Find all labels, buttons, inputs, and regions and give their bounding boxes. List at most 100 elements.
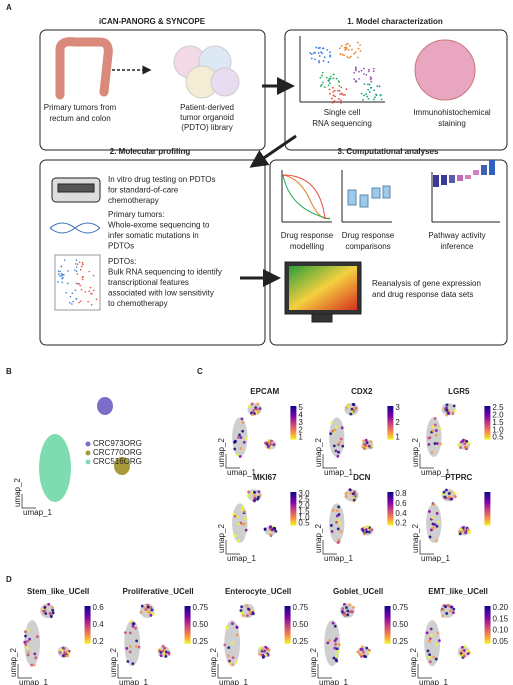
plot-title: PTPRC <box>445 473 472 482</box>
colorbar-tick-label: 0.4 <box>395 509 407 518</box>
cell <box>449 609 452 613</box>
dot <box>320 83 323 86</box>
cell <box>347 404 350 408</box>
dot <box>345 43 347 46</box>
cell <box>358 653 362 656</box>
dot <box>60 272 63 275</box>
cluster <box>426 417 442 458</box>
cell <box>231 663 235 667</box>
dot <box>354 51 357 54</box>
cell <box>48 612 52 615</box>
cell <box>459 651 463 655</box>
cell <box>337 513 341 516</box>
cell <box>264 653 268 657</box>
cell <box>47 602 51 606</box>
dot <box>337 89 339 92</box>
axis-label: umap_2 <box>411 524 420 553</box>
axis-label: umap_1 <box>219 678 248 685</box>
cell <box>431 429 435 433</box>
dot <box>367 70 370 73</box>
cell <box>434 429 438 432</box>
colorbar-tick-label: 1.0 <box>492 425 504 434</box>
cell <box>161 644 165 648</box>
dot <box>59 270 62 273</box>
cell <box>235 625 239 629</box>
umap-axes <box>322 540 337 555</box>
dot <box>355 80 358 83</box>
cell <box>244 437 248 440</box>
cell <box>64 654 68 658</box>
text-line: rectum and colon <box>49 114 110 123</box>
dot <box>88 270 91 273</box>
dot <box>81 265 83 268</box>
dot <box>332 77 335 80</box>
cell <box>336 509 339 513</box>
cell <box>350 410 354 414</box>
colorbar-tick-label: 2.5 <box>492 403 504 412</box>
colorbar-tick-label: 0.25 <box>293 637 309 646</box>
dot <box>63 259 66 261</box>
dot <box>360 92 363 95</box>
dot <box>328 79 330 82</box>
cell <box>428 436 432 440</box>
cell <box>428 660 432 664</box>
cell <box>462 526 465 529</box>
cell <box>240 505 244 509</box>
cell <box>240 417 244 421</box>
dot <box>343 54 345 57</box>
cell <box>32 663 36 667</box>
colorbar <box>84 606 91 644</box>
cell <box>269 533 273 537</box>
cell <box>331 509 335 512</box>
cell <box>234 660 238 664</box>
axis-label: umap_1 <box>421 554 450 563</box>
text-line: Pathway activity <box>428 231 485 240</box>
cell <box>137 645 141 649</box>
cell <box>334 642 337 646</box>
cell <box>26 653 30 657</box>
cell <box>434 657 438 661</box>
cell <box>66 651 70 655</box>
legend-swatch <box>85 441 91 447</box>
dot <box>363 83 366 85</box>
dot <box>334 95 336 98</box>
colorbar <box>290 406 297 440</box>
umap-axes <box>225 540 240 555</box>
umap-axes <box>217 664 232 679</box>
cell <box>337 443 340 447</box>
cell <box>245 604 249 608</box>
cell <box>236 515 239 519</box>
cell <box>61 654 65 658</box>
cell <box>434 433 438 437</box>
cell <box>159 654 163 658</box>
dot <box>349 55 352 58</box>
dot <box>318 60 320 62</box>
cell <box>271 528 274 532</box>
cell <box>246 494 250 498</box>
dot <box>314 51 316 54</box>
dot <box>353 78 356 81</box>
dot <box>75 298 78 300</box>
cell <box>425 631 429 635</box>
cell <box>243 510 246 514</box>
cell <box>231 656 235 660</box>
cell <box>128 650 132 654</box>
cell <box>261 648 265 651</box>
cell <box>329 524 333 527</box>
legend-label: CRC770ORG <box>93 448 142 457</box>
dot <box>356 56 359 59</box>
cell <box>363 447 366 450</box>
colorbar-tick-label: 0.2 <box>93 637 105 646</box>
axis-label: umap_2 <box>309 648 318 677</box>
dot <box>322 60 325 62</box>
text-line: Whole-exome sequencing to <box>108 221 210 230</box>
dot <box>372 70 375 73</box>
cell <box>453 494 457 498</box>
text-line: and drug response data sets <box>372 290 473 299</box>
text-line: to chemotherapy <box>108 299 168 308</box>
cell <box>431 516 434 519</box>
cell <box>433 423 437 427</box>
dot <box>378 85 381 88</box>
text-line: tumor organoid <box>180 113 234 122</box>
cell <box>329 432 333 436</box>
